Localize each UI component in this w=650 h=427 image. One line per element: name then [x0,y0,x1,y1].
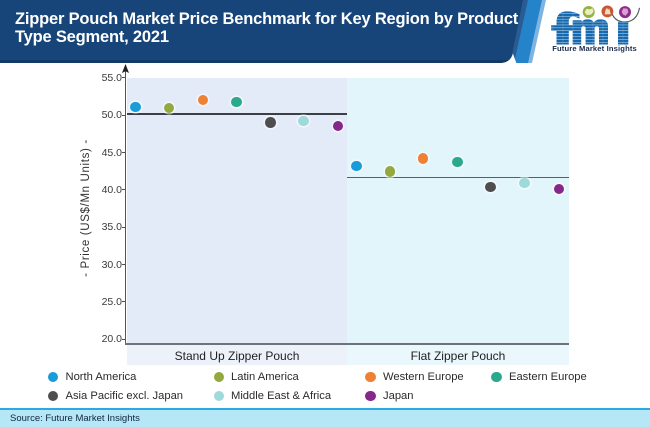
svg-text:Future Market Insights: Future Market Insights [552,44,637,53]
